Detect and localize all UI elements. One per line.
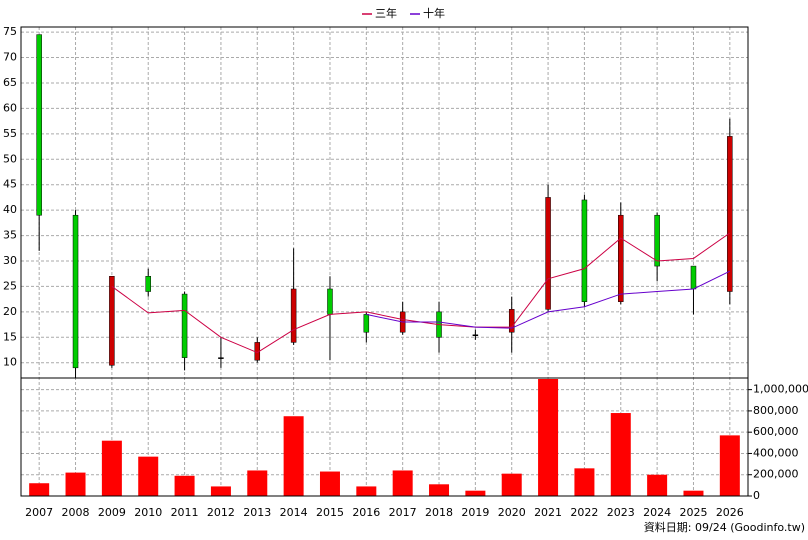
volume-bar [465,490,486,496]
volume-bar [138,456,159,496]
candle-body [109,276,115,366]
volume-bar [174,475,195,496]
x-tick-label: 2016 [352,506,380,519]
volume-bar [101,440,122,496]
candle-body [472,334,479,337]
y2-tick-label: 600,000 [753,425,799,438]
volume-bar [356,486,377,496]
candle-body [72,214,79,369]
legend-label: 十年 [423,6,445,20]
candle-body [363,314,370,333]
ma-line [366,270,731,329]
x-tick-label: 2010 [134,506,162,519]
x-tick-label: 2018 [425,506,453,519]
candle-body [145,276,151,292]
y-tick-label: 75 [3,25,17,38]
volume-bar [283,416,304,496]
volume-bar [392,470,413,496]
volume-bar [247,470,268,496]
y2-tick-label: 0 [753,489,760,502]
y-tick-label: 30 [3,254,17,267]
y-tick-label: 65 [3,76,17,89]
x-tick-label: 2012 [207,506,235,519]
y2-tick-label: 1,000,000 [753,383,808,396]
candle-body [690,265,697,290]
y-tick-label: 60 [3,101,17,114]
x-tick-label: 2025 [679,506,707,519]
candle-body [727,136,733,292]
y-tick-label: 45 [3,178,17,191]
y-tick-label: 35 [3,229,17,242]
x-tick-label: 2026 [716,506,744,519]
x-tick-label: 2023 [607,506,635,519]
candle-body [36,34,42,216]
x-tick-label: 2020 [498,506,526,519]
volume-bar [501,473,522,496]
candle-body [618,214,624,302]
x-tick-label: 2024 [643,506,671,519]
y-tick-label: 70 [3,51,17,64]
x-tick-label: 2011 [171,506,199,519]
x-tick-label: 2007 [25,506,53,519]
volume-bar [719,435,740,496]
y2-tick-label: 800,000 [753,404,799,417]
candle-body [581,199,588,302]
y-tick-label: 55 [3,127,17,140]
y2-tick-label: 200,000 [753,468,799,481]
candle-body [290,288,297,343]
y-tick-label: 15 [3,330,17,343]
volume-bar [29,483,50,496]
candle-body [545,197,551,310]
x-tick-label: 2013 [243,506,271,519]
volume-bar [647,474,668,496]
volume-bar [610,413,631,496]
candle-body [181,293,188,358]
x-tick-label: 2022 [570,506,598,519]
volume-bar [683,490,704,496]
plot-frame [20,26,749,497]
candle-body [218,357,224,359]
legend-label: 三年 [375,6,397,20]
x-tick-label: 2008 [62,506,90,519]
x-tick-label: 2015 [316,506,344,519]
x-tick-label: 2019 [461,506,489,519]
x-tick-label: 2017 [389,506,417,519]
volume-bar [538,379,559,496]
y-tick-label: 25 [3,279,17,292]
y-tick-label: 20 [3,305,17,318]
volume-bar [65,472,86,496]
footer-note: 資料日期: 09/24 (Goodinfo.tw) [644,520,805,534]
x-tick-label: 2009 [98,506,126,519]
candle-body [654,214,660,267]
y2-tick-label: 400,000 [753,446,799,459]
x-tick-label: 2021 [534,506,562,519]
candle-body [327,288,333,315]
y-tick-label: 50 [3,152,17,165]
candle-body [508,309,515,333]
volume-bar [574,468,595,496]
volume-bar [319,471,340,496]
x-tick-label: 2014 [280,506,308,519]
y-tick-label: 10 [3,356,17,369]
volume-bar [210,486,231,496]
y-tick-label: 40 [3,203,17,216]
volume-bar [429,484,450,496]
